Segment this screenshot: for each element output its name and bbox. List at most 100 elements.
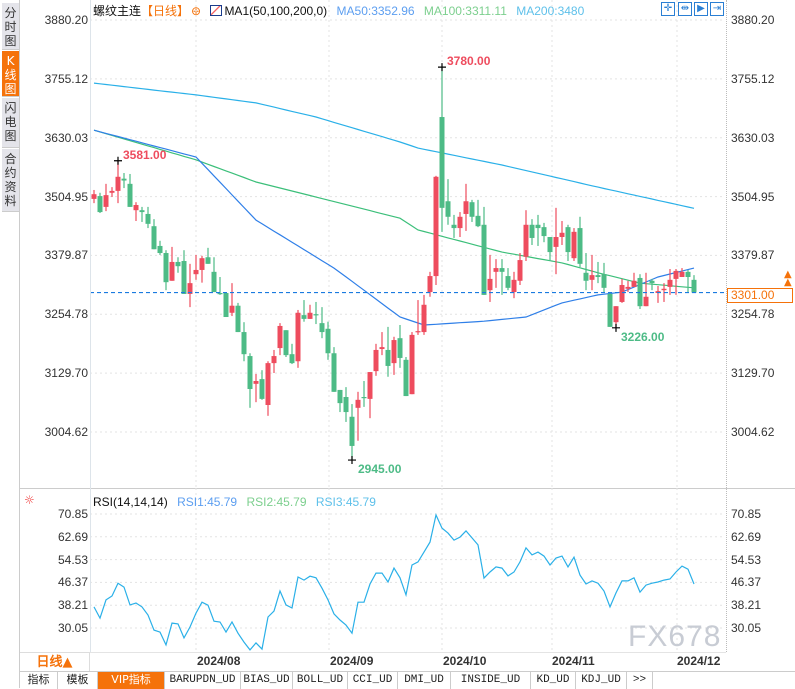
tab-dmi[interactable]: DMI_UD xyxy=(398,672,451,689)
candle-body xyxy=(433,176,439,277)
candle xyxy=(361,381,367,407)
right-axis-line xyxy=(726,0,727,652)
candle xyxy=(373,343,379,376)
candle xyxy=(559,221,565,246)
high-annotation: 3581.00 xyxy=(123,148,167,162)
indicator-icon[interactable] xyxy=(210,5,223,16)
candle-body xyxy=(289,354,295,364)
price-axis-label: 3129.70 xyxy=(44,366,88,381)
candle xyxy=(337,389,343,413)
period-selector[interactable]: 日线▲ xyxy=(20,652,90,671)
candle-body xyxy=(91,194,97,199)
tab-kline[interactable]: K线图 xyxy=(2,51,19,97)
candle xyxy=(109,187,115,198)
tab-boll[interactable]: BOLL_UD xyxy=(293,672,348,689)
candle-body xyxy=(271,356,277,364)
candle-body xyxy=(607,293,613,327)
price-axis-label: 3880.20 xyxy=(44,13,88,27)
candle xyxy=(643,272,649,307)
tab-kd[interactable]: KD_UD xyxy=(531,672,576,689)
ma100-line xyxy=(93,129,695,289)
candle-body xyxy=(565,227,571,253)
candle-body xyxy=(409,334,415,395)
rsi-chart[interactable] xyxy=(90,488,725,652)
price-axis-label: 3254.78 xyxy=(731,307,775,322)
rsi-axis-label: 70.85 xyxy=(57,507,88,521)
rsi-axis-label: 30.05 xyxy=(731,621,762,635)
candle xyxy=(463,183,469,231)
candle xyxy=(601,262,607,294)
candle-body xyxy=(517,260,523,281)
candle-body xyxy=(547,237,553,253)
candle-body xyxy=(265,363,271,406)
candle xyxy=(379,332,385,356)
candlestick-chart[interactable] xyxy=(90,0,725,488)
tab-time-sharing[interactable]: 分时图 xyxy=(2,3,19,50)
candle-body xyxy=(349,416,355,446)
price-axis-label: 3254.78 xyxy=(44,307,88,322)
candle-body xyxy=(283,330,289,356)
zoom-range-icon[interactable]: ⇹ xyxy=(678,2,692,16)
candle-body xyxy=(97,196,103,213)
more-tabs-button[interactable]: >> xyxy=(627,672,653,689)
tab-bias[interactable]: BIAS_UD xyxy=(241,672,293,689)
candle xyxy=(271,349,277,374)
ma100-value: MA100:3311.11 xyxy=(423,4,507,18)
tab-flash[interactable]: 闪电图 xyxy=(2,98,19,148)
candle xyxy=(307,304,313,319)
extreme-marker xyxy=(114,156,122,165)
candle xyxy=(691,275,697,293)
candle-body xyxy=(367,372,373,399)
candle-body xyxy=(373,349,379,372)
tab-kdj[interactable]: KDJ_UD xyxy=(576,672,627,689)
tab-contract-info[interactable]: 合约资料 xyxy=(2,149,19,212)
date-label: 2024/10 xyxy=(443,654,487,668)
candle-body xyxy=(151,226,157,250)
candle-body xyxy=(553,237,559,247)
extreme-marker xyxy=(348,456,356,465)
candle xyxy=(169,246,175,281)
candle xyxy=(625,280,631,293)
tab-barupdn[interactable]: BARUPDN_UD xyxy=(165,672,241,689)
candle-body xyxy=(217,293,223,295)
candle xyxy=(649,278,655,291)
tab-cci[interactable]: CCI_UD xyxy=(348,672,398,689)
candle-body xyxy=(595,275,601,278)
price-axis-label: 3504.95 xyxy=(44,189,88,204)
candle-body xyxy=(583,272,589,281)
candle xyxy=(211,257,217,293)
tab-inside[interactable]: INSIDE_UD xyxy=(451,672,531,689)
tab-vip-indicators[interactable]: VIP指标 xyxy=(98,672,165,689)
ma50-line xyxy=(93,129,695,326)
candle xyxy=(667,269,673,295)
tab-indicators[interactable]: 指标 xyxy=(20,672,58,689)
rsi-axis-label: 46.37 xyxy=(57,575,88,590)
candle xyxy=(313,301,319,325)
price-arrow-icon[interactable]: ▲ ▲ xyxy=(784,269,792,288)
candle xyxy=(487,254,493,302)
candle xyxy=(505,268,511,291)
candle-body xyxy=(181,261,187,294)
ma200-line xyxy=(93,82,695,209)
candle xyxy=(331,347,337,392)
candle xyxy=(241,322,247,362)
settings-gear-icon[interactable]: ☼ xyxy=(24,493,35,507)
candle xyxy=(589,254,595,291)
jump-latest-icon[interactable]: ⇥ xyxy=(710,2,724,16)
candle xyxy=(163,250,169,291)
candle-body xyxy=(397,338,403,358)
candle xyxy=(523,210,529,262)
candle-body xyxy=(487,278,493,291)
crosshair-icon[interactable]: ✛ xyxy=(661,2,675,16)
price-axis-label: 3379.87 xyxy=(731,248,775,263)
candle xyxy=(235,302,241,333)
candle xyxy=(409,332,415,395)
candle xyxy=(157,240,163,255)
tab-templates[interactable]: 模板 xyxy=(58,672,98,689)
candle-body xyxy=(277,325,283,349)
candle-body xyxy=(619,285,625,302)
candle xyxy=(529,219,535,246)
play-step-icon[interactable]: ▶ xyxy=(694,2,708,16)
rsi-line xyxy=(93,513,695,651)
candle xyxy=(415,300,421,335)
